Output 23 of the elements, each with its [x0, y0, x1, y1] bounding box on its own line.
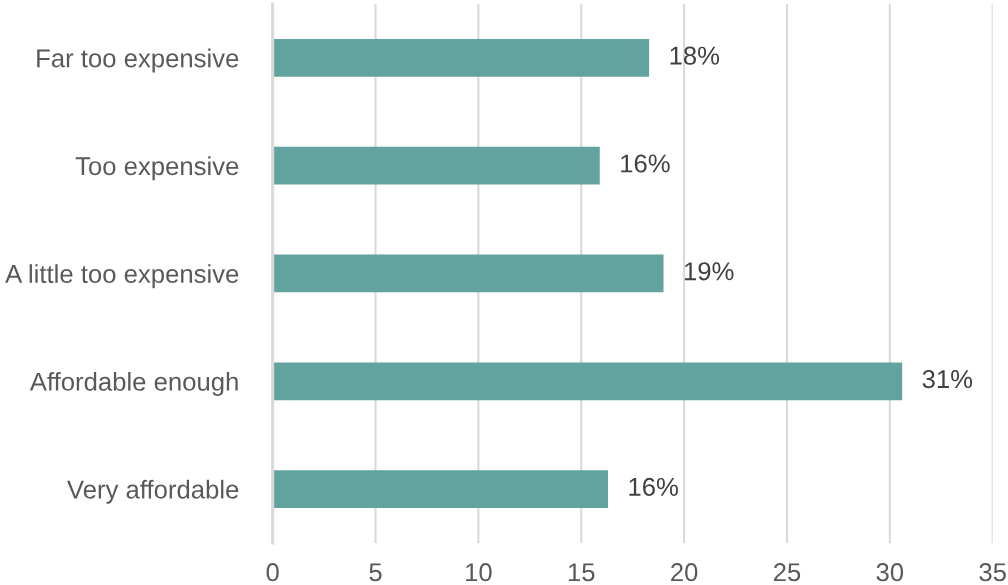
- data-label: 16%: [621, 154, 670, 173]
- x-tick-label: 10: [466, 563, 492, 582]
- x-tick-label: 25: [773, 563, 801, 582]
- y-tick-label: Affordable enough: [29, 371, 238, 396]
- x-tick-label: 15: [568, 563, 595, 582]
- data-label: 18%: [670, 46, 720, 65]
- bar: [272, 146, 600, 185]
- x-tick-label: 20: [671, 563, 698, 582]
- x-tick-label: 0: [266, 563, 279, 582]
- data-label: 19%: [684, 262, 734, 281]
- x-tick-label: 5: [369, 563, 382, 582]
- bar: [272, 254, 664, 293]
- bar: [272, 470, 608, 508]
- x-tick-label: 30: [876, 563, 904, 582]
- x-tick-label: 35: [979, 563, 1006, 582]
- data-label: 31%: [922, 369, 973, 389]
- y-tick-label: Far too expensive: [37, 48, 239, 73]
- y-tick-label: Very affordable: [67, 479, 239, 504]
- bar: [272, 362, 903, 401]
- y-tick-label: Too expensive: [75, 156, 239, 181]
- bar: [272, 39, 650, 77]
- y-tick-label: A little too expensive: [5, 264, 239, 289]
- data-label: 16%: [629, 477, 678, 496]
